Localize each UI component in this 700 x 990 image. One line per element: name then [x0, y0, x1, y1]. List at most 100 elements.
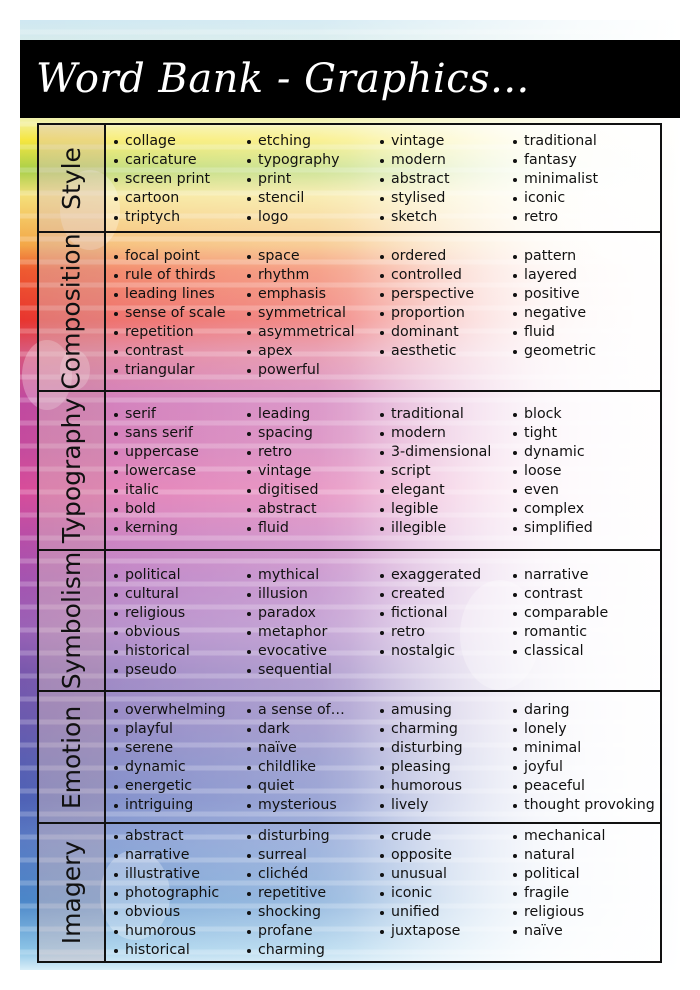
word-column: traditional modern 3-dimensional script … [378, 405, 511, 549]
word-item: focal point [112, 247, 245, 266]
word-item: spacing [245, 424, 378, 443]
word-item: comparable [511, 604, 644, 623]
word-item: romantic [511, 623, 644, 642]
word-item: exaggerated [378, 566, 511, 585]
word-item: mythical [245, 566, 378, 585]
section-row-typography: Typography serif sans serif uppercase lo… [39, 392, 660, 551]
word-item: etching [245, 132, 378, 151]
word-column: narrative contrast comparable romantic c… [511, 566, 644, 690]
word-item: logo [245, 208, 378, 227]
section-label-cell: Composition [39, 233, 106, 390]
word-item: leading [245, 405, 378, 424]
word-item: evocative [245, 642, 378, 661]
word-item: unusual [378, 865, 511, 884]
word-item: bold [112, 500, 245, 519]
word-item: digitised [245, 481, 378, 500]
section-label: Symbolism [57, 551, 87, 690]
word-item: geometric [511, 342, 644, 361]
word-item: apex [245, 342, 378, 361]
word-item: humorous [378, 777, 511, 796]
word-item: mysterious [245, 796, 378, 815]
section-label: Emotion [57, 705, 86, 809]
word-item: dynamic [511, 443, 644, 462]
word-item: script [378, 462, 511, 481]
word-item: humorous [112, 922, 245, 941]
word-item: stylised [378, 189, 511, 208]
word-item: vintage [245, 462, 378, 481]
word-column: abstract narrative illustrative photogra… [112, 827, 245, 961]
word-item: opposite [378, 846, 511, 865]
word-item: naïve [245, 739, 378, 758]
word-item: modern [378, 151, 511, 170]
word-item: energetic [112, 777, 245, 796]
word-item: charming [245, 941, 378, 960]
word-item: collage [112, 132, 245, 151]
word-column: exaggerated created fictional retro nost… [378, 566, 511, 690]
word-item: layered [511, 266, 644, 285]
word-item: traditional [378, 405, 511, 424]
word-item: religious [112, 604, 245, 623]
word-item: contrast [511, 585, 644, 604]
word-item: illegible [378, 519, 511, 538]
word-item: space [245, 247, 378, 266]
word-item: shocking [245, 903, 378, 922]
word-item: perspective [378, 285, 511, 304]
word-item: sequential [245, 661, 378, 680]
word-columns: abstract narrative illustrative photogra… [106, 824, 660, 961]
word-item: iconic [511, 189, 644, 208]
word-column: mechanical natural political fragile rel… [511, 827, 644, 961]
word-columns: focal point rule of thirds leading lines… [106, 233, 660, 390]
word-item: print [245, 170, 378, 189]
word-item: 3-dimensional [378, 443, 511, 462]
section-row-composition: Composition focal point rule of thirds l… [39, 233, 660, 392]
word-item: mechanical [511, 827, 644, 846]
word-item: lowercase [112, 462, 245, 481]
word-item: sense of scale [112, 304, 245, 323]
word-item: iconic [378, 884, 511, 903]
word-column: space rhythm emphasis symmetrical asymme… [245, 247, 378, 390]
word-item: modern [378, 424, 511, 443]
word-columns: overwhelming playful serene dynamic ener… [106, 692, 660, 822]
word-item: rule of thirds [112, 266, 245, 285]
word-item: traditional [511, 132, 644, 151]
word-item: sketch [378, 208, 511, 227]
word-item: triptych [112, 208, 245, 227]
word-item: serene [112, 739, 245, 758]
word-item: political [511, 865, 644, 884]
word-item: retro [511, 208, 644, 227]
word-item: playful [112, 720, 245, 739]
section-label-cell: Symbolism [39, 551, 106, 690]
word-item: minimal [511, 739, 644, 758]
word-item: lonely [511, 720, 644, 739]
word-item: repetitive [245, 884, 378, 903]
word-item: crude [378, 827, 511, 846]
word-item: unified [378, 903, 511, 922]
word-item: minimalist [511, 170, 644, 189]
word-item: typography [245, 151, 378, 170]
word-item: religious [511, 903, 644, 922]
section-label-cell: Imagery [39, 824, 106, 961]
word-item: rhythm [245, 266, 378, 285]
word-item: historical [112, 642, 245, 661]
word-item: cultural [112, 585, 245, 604]
word-item: illusion [245, 585, 378, 604]
word-column: traditional fantasy minimalist iconic re… [511, 132, 644, 231]
word-item: emphasis [245, 285, 378, 304]
word-item: sans serif [112, 424, 245, 443]
title-bar: Word Bank - Graphics... [20, 40, 680, 118]
word-item: created [378, 585, 511, 604]
word-item: block [511, 405, 644, 424]
section-row-emotion: Emotion overwhelming playful serene dyna… [39, 692, 660, 824]
word-item: narrative [511, 566, 644, 585]
word-item: fragile [511, 884, 644, 903]
word-item: cartoon [112, 189, 245, 208]
word-item: peaceful [511, 777, 644, 796]
section-label: Typography [57, 397, 86, 544]
word-item: even [511, 481, 644, 500]
word-column: focal point rule of thirds leading lines… [112, 247, 245, 390]
word-columns: political cultural religious obvious his… [106, 551, 660, 690]
word-item: dominant [378, 323, 511, 342]
word-item: vintage [378, 132, 511, 151]
word-item: retro [245, 443, 378, 462]
word-item: leading lines [112, 285, 245, 304]
